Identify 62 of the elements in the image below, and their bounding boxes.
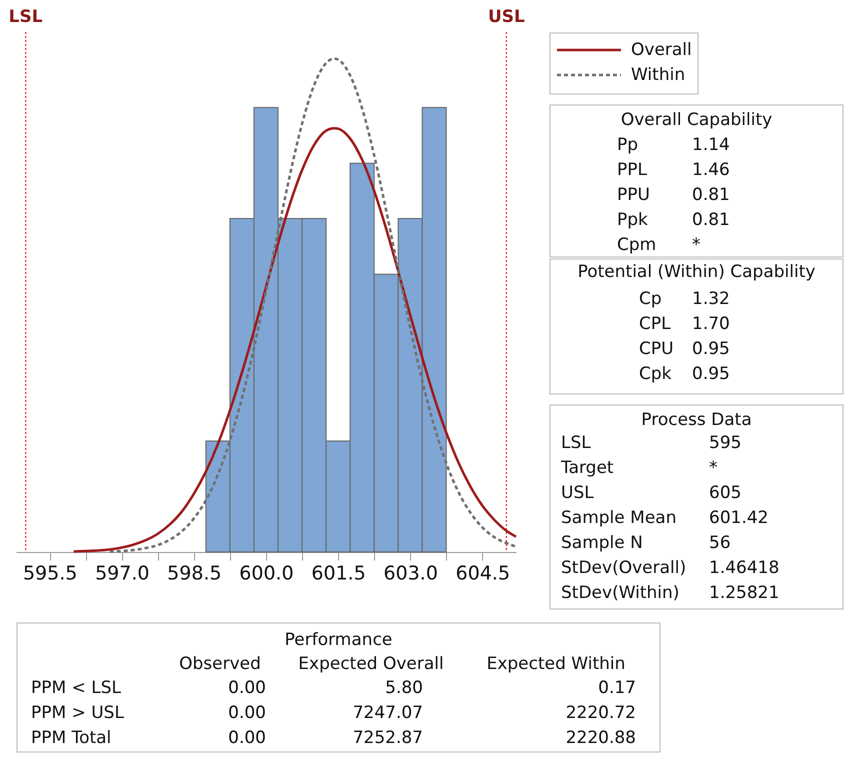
text: 1.70 [692,314,730,334]
text: 0.00 [228,678,266,698]
text: 56 [709,533,731,553]
text: PPU [617,185,650,205]
text: 1.46418 [709,558,780,578]
text: 0.81 [692,210,730,230]
text: 5.80 [385,678,423,698]
text: 2220.88 [566,728,636,748]
text: 1.32 [692,289,730,309]
text: USL [561,483,594,503]
legend-label: Overall [631,40,692,60]
text: 0.81 [692,185,730,205]
text: Performance [284,630,392,650]
text: Target [560,458,614,478]
text: Cp [639,289,662,309]
text: CPL [639,314,672,334]
text: LSL [561,433,592,453]
text: 0.00 [228,728,266,748]
text: StDev(Within) [561,583,680,603]
text: 1.25821 [709,583,780,603]
x-tick-label: 597.0 [95,562,150,584]
text: 1.46 [692,160,730,180]
ref-line-label: USL [488,7,525,27]
text: Pp [617,135,638,155]
text: PPL [617,160,648,180]
text: Sample Mean [561,508,676,528]
text: Potential (Within) Capability [578,262,816,282]
legend-label: Within [631,65,686,85]
ref-line-label: LSL [8,7,43,27]
text: Sample N [561,533,643,553]
text: 0.95 [692,339,730,359]
text: Cpk [639,364,672,384]
x-tick-label: 603.0 [384,562,438,584]
text: 605 [709,483,742,503]
text: Ppk [617,210,648,230]
text: Expected Within [486,654,626,674]
text: 7247.07 [352,703,423,723]
text: PPM Total [31,728,112,748]
text: 595 [709,433,742,453]
text: Cpm [617,235,656,255]
text: StDev(Overall) [561,558,686,578]
x-tick-label: 600.0 [239,562,294,584]
text: 2220.72 [566,703,636,723]
text: CPU [639,339,674,359]
x-tick-label: 595.5 [22,562,78,584]
x-tick-label: 598.5 [167,562,222,584]
text: 0.00 [228,703,266,723]
text: 0.95 [692,364,730,384]
text: 7252.87 [352,728,423,748]
text: * [709,458,718,478]
text: 1.14 [692,135,730,155]
text: PPM < LSL [31,678,122,698]
text: Expected Overall [298,654,444,674]
x-tick-label: 601.5 [311,562,366,584]
text: 0.17 [598,678,636,698]
text: * [692,235,700,255]
text: Observed [179,654,261,674]
text: PPM > USL [31,703,124,723]
text: 601.42 [709,508,768,528]
x-tick-label: 604.5 [456,562,510,584]
text: Overall Capability [620,110,772,130]
text: Process Data [641,410,752,430]
